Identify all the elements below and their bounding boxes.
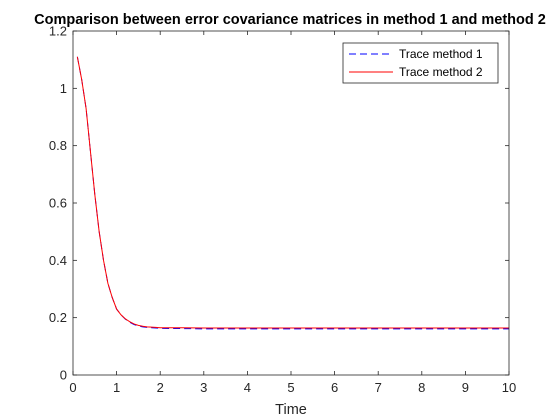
y-tick-label: 0.2 (49, 310, 67, 325)
legend-box (342, 42, 499, 84)
tick-layer: 0 1 2 3 4 5 6 7 8 9 10 0 0.2 0.4 0.6 0.8 1 1.2 (49, 24, 516, 396)
series-layer (76, 56, 509, 330)
plot-area (73, 31, 509, 375)
series-line-trace-method-2 (76, 56, 509, 329)
chart-title: Comparison between error covariance matr… (34, 12, 546, 28)
x-axis-label: Time (275, 402, 307, 418)
x-tick-label: 6 (331, 380, 338, 395)
x-tick-label: 0 (69, 380, 76, 395)
legend: Trace method 1 Trace method 2 (342, 42, 499, 84)
y-tick-label: 0.4 (49, 253, 67, 268)
x-tick-label: 7 (375, 380, 382, 395)
y-tick-label: 1.2 (49, 24, 67, 39)
x-tick-label: 9 (462, 380, 469, 395)
y-tick-label: 0.6 (49, 196, 67, 211)
x-tick-label: 5 (287, 380, 294, 395)
x-tick-label: 8 (418, 380, 425, 395)
legend-label-trace-method-1: Trace method 1 (399, 47, 483, 61)
y-tick-label: 0.8 (49, 138, 67, 153)
y-tick-label: 1 (60, 81, 67, 96)
x-tick-label: 2 (157, 380, 164, 395)
x-tick-label: 4 (244, 380, 251, 395)
x-tick-label: 1 (113, 380, 120, 395)
x-tick-label: 10 (502, 380, 516, 395)
legend-label-trace-method-2: Trace method 2 (399, 65, 483, 79)
y-tick-label: 0 (60, 368, 67, 383)
x-tick-label: 3 (200, 380, 207, 395)
